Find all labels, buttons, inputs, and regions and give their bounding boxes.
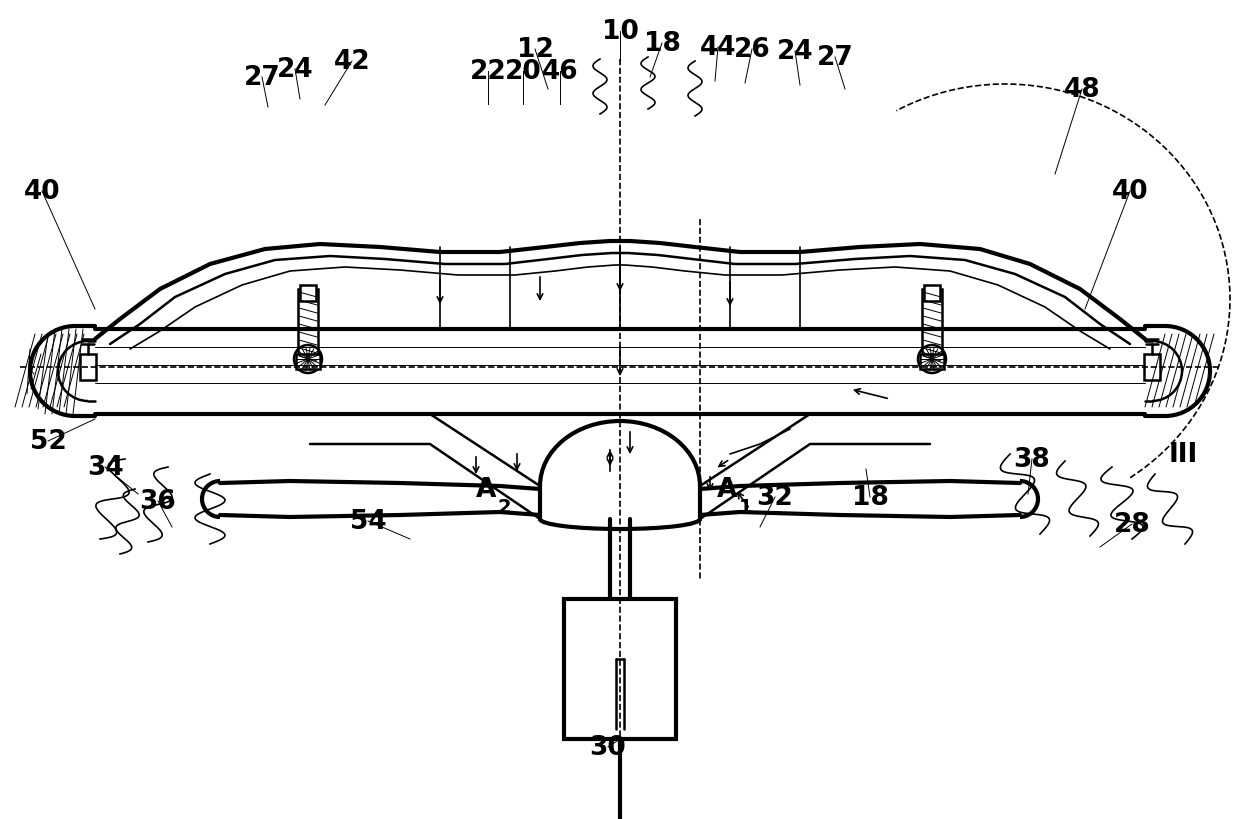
- Text: 44: 44: [699, 35, 737, 61]
- Bar: [1145, 355, 1159, 381]
- Text: 2: 2: [498, 497, 512, 516]
- Text: A: A: [717, 477, 738, 502]
- Text: 42: 42: [334, 49, 371, 75]
- Text: 36: 36: [140, 488, 176, 514]
- Bar: [81, 355, 95, 381]
- Text: III: III: [1168, 441, 1198, 468]
- Text: 48: 48: [1064, 77, 1100, 103]
- Bar: [924, 286, 940, 301]
- Bar: [300, 286, 316, 301]
- Bar: [923, 290, 942, 360]
- Text: 20: 20: [505, 59, 542, 85]
- Text: 54: 54: [350, 509, 387, 534]
- Text: 40: 40: [1112, 179, 1148, 205]
- Bar: [296, 355, 320, 369]
- Text: 10: 10: [601, 19, 639, 45]
- Text: 12: 12: [517, 37, 553, 63]
- Text: 18: 18: [644, 31, 681, 57]
- Text: 52: 52: [30, 428, 67, 455]
- Text: A: A: [476, 477, 496, 502]
- Text: 18: 18: [852, 484, 888, 510]
- Text: 46: 46: [542, 59, 578, 85]
- Text: 1: 1: [739, 497, 753, 516]
- Bar: [298, 290, 317, 360]
- Text: 38: 38: [1013, 446, 1050, 473]
- Text: 34: 34: [87, 455, 123, 481]
- Text: 27: 27: [243, 65, 280, 91]
- Text: 24: 24: [776, 39, 813, 65]
- Bar: [564, 600, 676, 739]
- Text: 26: 26: [734, 37, 770, 63]
- Text: 28: 28: [1114, 511, 1151, 537]
- Bar: [920, 355, 944, 369]
- Text: 40: 40: [24, 179, 61, 205]
- Text: 24: 24: [277, 57, 314, 83]
- Text: 27: 27: [817, 45, 853, 71]
- Text: 22: 22: [470, 59, 506, 85]
- Text: 32: 32: [756, 484, 794, 510]
- Text: 30: 30: [590, 734, 626, 760]
